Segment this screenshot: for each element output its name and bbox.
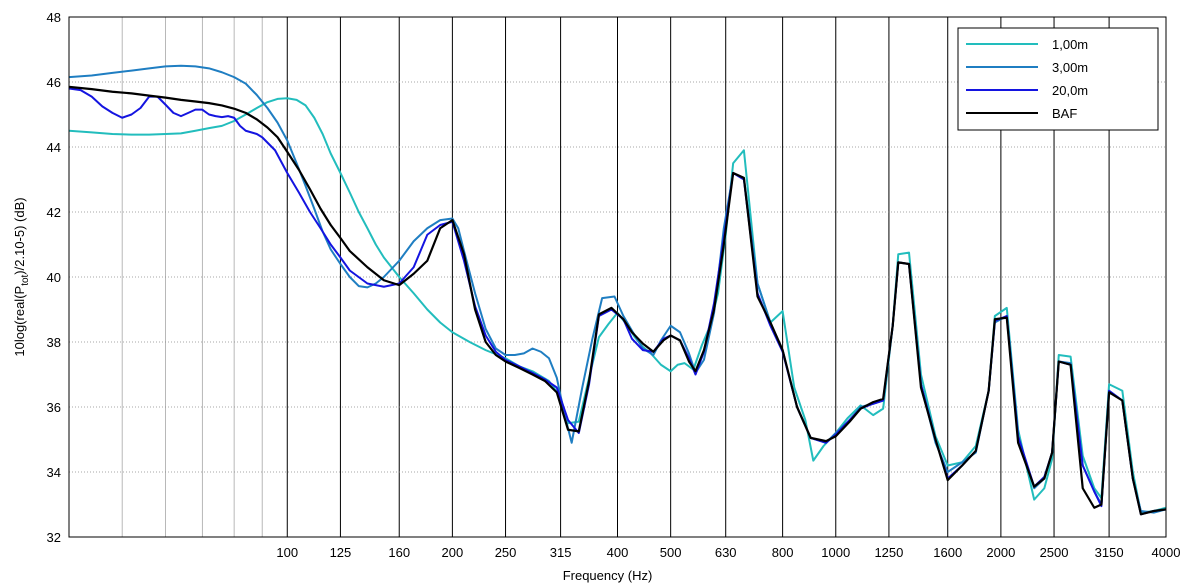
legend: 1,00m 3,00m 20,0m BAF xyxy=(957,27,1159,131)
y-tick-label: 46 xyxy=(47,75,61,90)
x-tick-label: 250 xyxy=(495,545,517,560)
legend-label: BAF xyxy=(1052,106,1077,121)
y-axis-label-part: )/2.10-5) (dB) xyxy=(12,197,27,274)
x-tick-label: 1000 xyxy=(821,545,850,560)
legend-label: 3,00m xyxy=(1052,60,1088,75)
x-tick-label: 630 xyxy=(715,545,737,560)
y-tick-label: 34 xyxy=(47,465,61,480)
x-tick-label: 500 xyxy=(660,545,682,560)
x-tick-label: 2500 xyxy=(1040,545,1069,560)
y-tick-label: 32 xyxy=(47,530,61,545)
x-tick-label: 160 xyxy=(388,545,410,560)
y-axis-label-subscript: tot xyxy=(20,274,31,285)
x-tick-label: 315 xyxy=(550,545,572,560)
y-axis-label-part: 10log(real(P xyxy=(12,286,27,357)
y-tick-label: 48 xyxy=(47,10,61,25)
x-axis-label: Frequency (Hz) xyxy=(563,568,653,583)
y-tick-label: 44 xyxy=(47,140,61,155)
y-tick-label: 40 xyxy=(47,270,61,285)
series-line-baf xyxy=(69,85,1166,516)
x-tick-label: 100 xyxy=(276,545,298,560)
plot-frame xyxy=(68,16,1167,538)
y-tick-label: 38 xyxy=(47,335,61,350)
y-axis-label: 10log(real(Ptot)/2.10-5) (dB) xyxy=(12,197,31,356)
x-tick-label: 200 xyxy=(442,545,464,560)
legend-label: 1,00m xyxy=(1052,37,1088,52)
x-tick-label: 1600 xyxy=(933,545,962,560)
axes: 32 34 36 38 40 42 44 46 48 100 125 160 200 250 315 400 5… xyxy=(12,10,1180,583)
x-tick-label: 125 xyxy=(330,545,352,560)
y-tick-label: 42 xyxy=(47,205,61,220)
legend-label: 20,0m xyxy=(1052,83,1088,98)
x-tick-label: 4000 xyxy=(1152,545,1181,560)
y-tick-label: 36 xyxy=(47,400,61,415)
x-tick-label: 400 xyxy=(607,545,629,560)
x-tick-label: 2000 xyxy=(986,545,1015,560)
x-tick-label: 3150 xyxy=(1095,545,1124,560)
x-tick-label: 1250 xyxy=(874,545,903,560)
series-group xyxy=(69,64,1166,516)
x-tick-label: 800 xyxy=(772,545,794,560)
